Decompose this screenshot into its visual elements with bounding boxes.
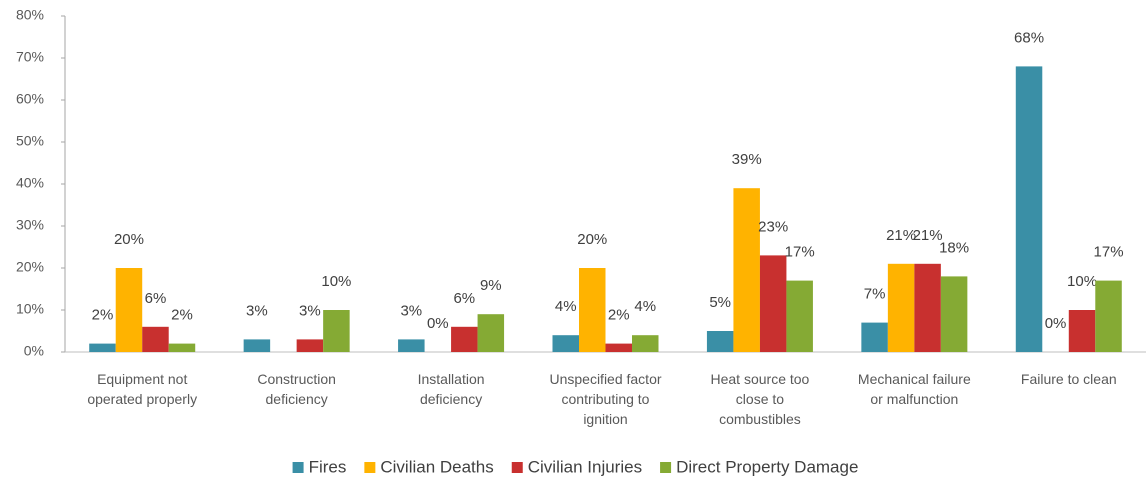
x-tick-label: Construction deficiency <box>257 371 336 407</box>
value-label: 3% <box>299 302 321 319</box>
bar <box>706 331 734 352</box>
bar <box>323 310 350 352</box>
value-label: 2% <box>92 307 114 324</box>
bar <box>89 343 116 352</box>
value-label: 9% <box>480 277 502 294</box>
bar <box>168 343 196 352</box>
bar <box>552 335 579 352</box>
y-tick-label: 50% <box>16 133 44 149</box>
bar <box>759 255 787 352</box>
y-tick-label: 70% <box>16 49 44 65</box>
x-tick-label: Installation deficiency <box>418 371 485 407</box>
value-label: 23% <box>758 218 788 235</box>
bar <box>1015 66 1043 353</box>
value-label: 7% <box>864 286 886 303</box>
value-label: 2% <box>171 307 193 324</box>
value-label: 20% <box>577 231 607 248</box>
value-label: 4% <box>555 298 577 315</box>
bar <box>914 263 941 352</box>
value-label: 10% <box>1067 273 1097 290</box>
bar <box>940 276 968 352</box>
legend-label: Civilian Injuries <box>528 457 642 476</box>
legend-swatch <box>364 462 376 473</box>
y-tick-label: 80% <box>16 7 44 23</box>
bar <box>451 326 478 352</box>
bar <box>733 188 760 352</box>
value-label: 3% <box>400 302 422 319</box>
bar <box>786 280 813 352</box>
value-label: 6% <box>145 290 167 307</box>
value-label: 5% <box>709 294 731 311</box>
value-label: 6% <box>453 290 475 307</box>
x-tick-label: Unspecified factor contributing to ignitio… <box>549 371 661 427</box>
x-tick-label: Equipment not operated properly <box>87 371 197 407</box>
bar <box>1095 280 1122 352</box>
y-tick-label: 0% <box>24 343 44 359</box>
bar <box>296 339 324 352</box>
value-label: 68% <box>1014 29 1044 46</box>
bar <box>1068 310 1096 352</box>
y-tick-label: 10% <box>16 301 44 317</box>
x-tick-label: Mechanical failure or malfunction <box>858 371 971 407</box>
value-label: 0% <box>427 315 449 332</box>
value-label: 10% <box>321 273 351 290</box>
value-label: 20% <box>114 231 144 248</box>
bar <box>115 268 143 352</box>
x-tick-label: Heat source too close to combustibles <box>711 371 810 427</box>
y-tick-label: 60% <box>16 91 44 107</box>
value-label: 17% <box>785 244 815 261</box>
value-label: 17% <box>1094 244 1124 261</box>
y-tick-label: 40% <box>16 175 44 191</box>
value-label: 39% <box>732 151 762 168</box>
bar <box>861 322 888 352</box>
bar <box>243 339 271 352</box>
legend: Fires Civilian Deaths Civilian Injuries Dir… <box>292 457 858 476</box>
value-label: 21% <box>913 227 943 244</box>
legend-label: Direct Property Damage <box>676 457 858 476</box>
bar <box>605 343 632 352</box>
y-tick-label: 20% <box>16 259 44 275</box>
bar <box>142 326 169 352</box>
value-label: 3% <box>246 302 268 319</box>
legend-label: Fires <box>309 457 347 476</box>
value-label: 21% <box>886 227 916 244</box>
legend-swatch <box>292 462 304 473</box>
legend-swatch <box>511 462 523 473</box>
legend-swatch <box>660 462 672 473</box>
value-label: 18% <box>939 239 969 256</box>
y-tick-label: 30% <box>16 217 44 233</box>
value-label: 0% <box>1045 315 1067 332</box>
bar <box>477 314 505 352</box>
value-label: 2% <box>608 307 630 324</box>
bar <box>887 263 915 352</box>
bar <box>632 335 659 352</box>
x-tick-label: Failure to clean <box>1021 371 1117 387</box>
bar <box>398 339 425 352</box>
legend-label: Civilian Deaths <box>380 457 493 476</box>
bar <box>579 268 606 352</box>
value-label: 4% <box>634 298 656 315</box>
